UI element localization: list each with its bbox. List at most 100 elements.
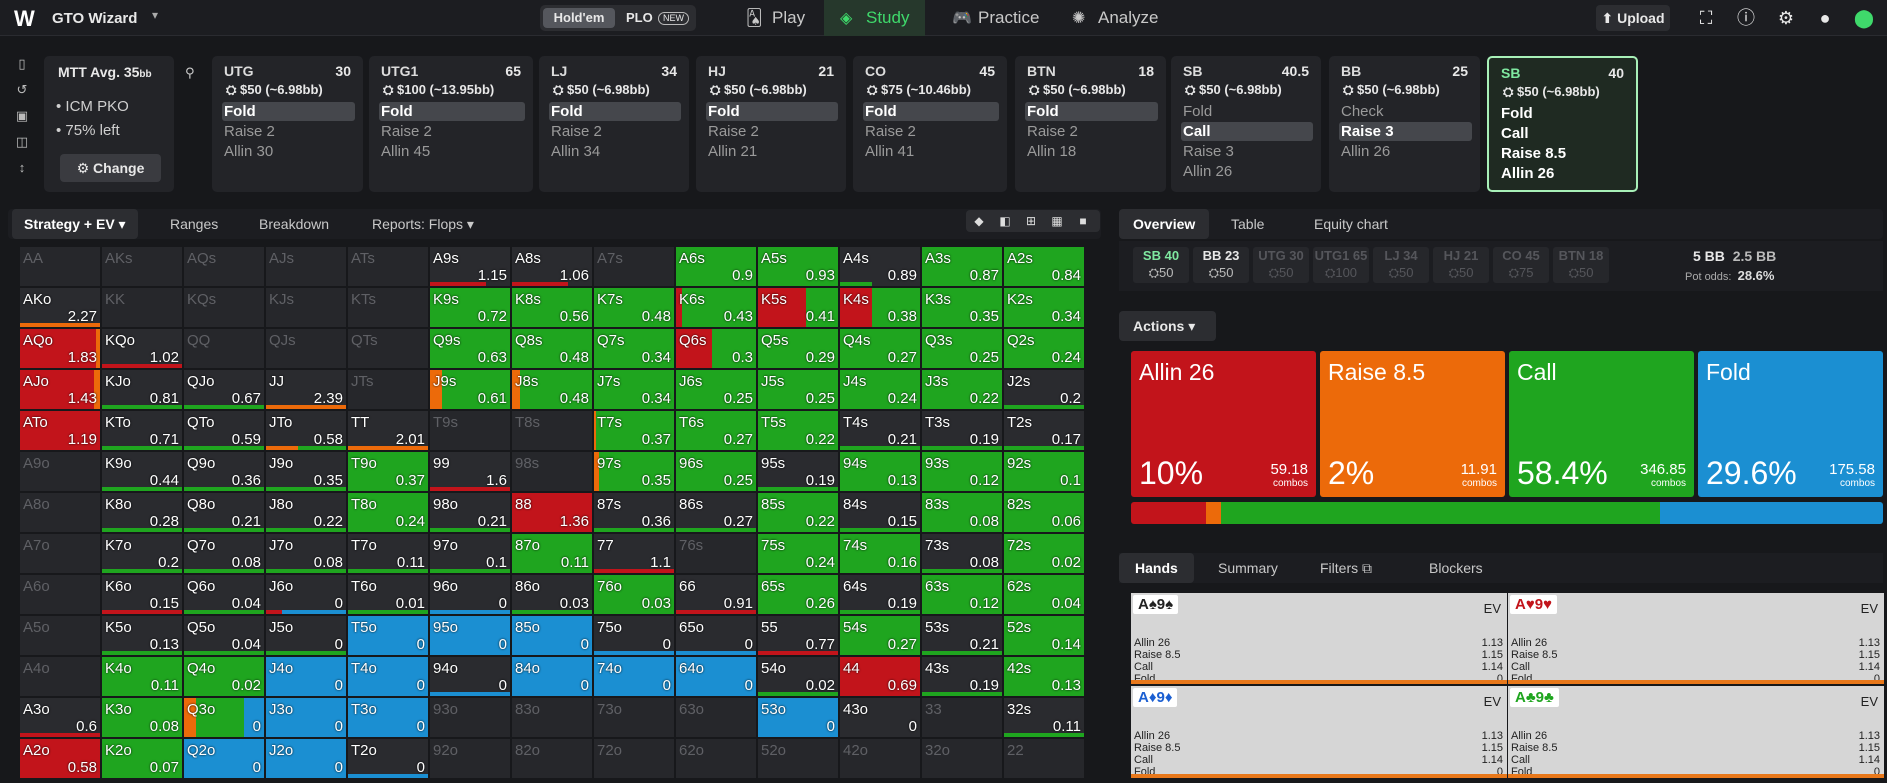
table-seat[interactable]: SB 40 ⛭50 — [1133, 247, 1189, 283]
hand-cell[interactable]: A9s 1.15 — [430, 247, 510, 286]
tab-blockers[interactable]: Blockers — [1429, 560, 1483, 576]
position-card-btn[interactable]: BTN 18 ⛭ $50 (~6.98bb) Fold Raise 2 Allin 18 — [1015, 56, 1166, 192]
hand-cell[interactable]: J2o 0 — [266, 739, 346, 778]
hand-cell[interactable]: AKo 2.27 — [20, 288, 100, 327]
hand-cell[interactable]: AJo 1.43 — [20, 370, 100, 409]
position-action[interactable]: Allin 45 — [381, 143, 431, 160]
hand-cell[interactable]: J4o 0 — [266, 657, 346, 696]
position-card-lj[interactable]: LJ 34 ⛭ $50 (~6.98bb) Fold Raise 2 Allin 34 — [539, 56, 689, 192]
tab-equity-chart[interactable]: Equity chart — [1314, 216, 1388, 232]
hand-cell[interactable]: Q7o 0.08 — [184, 534, 264, 573]
hand-cell[interactable]: 65s 0.26 — [758, 575, 838, 614]
position-card-utg1[interactable]: UTG1 65 ⛭ $100 (~13.95bb) Fold Raise 2 Allin … — [369, 56, 533, 192]
hand-cell[interactable]: 98s — [512, 452, 592, 491]
hand-cell[interactable]: T7s 0.37 — [594, 411, 674, 450]
hand-cell[interactable]: KJo 0.81 — [102, 370, 182, 409]
hand-cell[interactable]: 93o — [430, 698, 510, 737]
hand-cell[interactable]: T3o 0 — [348, 698, 428, 737]
position-card-bb[interactable]: BB 25 ⛭ $50 (~6.98bb) Check Raise 3 Allin 26 — [1329, 56, 1480, 192]
hand-cell[interactable]: JJ 2.39 — [266, 370, 346, 409]
position-action[interactable]: Allin 21 — [708, 143, 758, 160]
help-icon[interactable]: ⓘ — [1737, 8, 1755, 28]
hand-cell[interactable]: J7s 0.34 — [594, 370, 674, 409]
hand-cell[interactable]: 94o 0 — [430, 657, 510, 696]
hand-cell[interactable]: 83o — [512, 698, 592, 737]
position-action[interactable]: Call — [1501, 125, 1529, 142]
hand-cell[interactable]: J3s 0.22 — [922, 370, 1002, 409]
hand-cell[interactable]: 33 — [922, 698, 1002, 737]
hand-cell[interactable]: 85s 0.22 — [758, 493, 838, 532]
hand-cell[interactable]: Q8o 0.21 — [184, 493, 264, 532]
hand-cell[interactable]: T4s 0.21 — [840, 411, 920, 450]
position-action[interactable]: Raise 2 — [381, 123, 432, 140]
hand-cell[interactable]: 63o — [676, 698, 756, 737]
hand-cell[interactable]: Q2o 0 — [184, 739, 264, 778]
hand-cell[interactable]: 52s 0.14 — [1004, 616, 1084, 655]
hand-cell[interactable]: K3o 0.08 — [102, 698, 182, 737]
position-action[interactable]: Raise 3 — [1183, 143, 1234, 160]
hand-cell[interactable]: K5s 0.41 — [758, 288, 838, 327]
position-action[interactable]: Call — [1181, 122, 1313, 141]
hand-cell[interactable]: 83s 0.08 — [922, 493, 1002, 532]
position-action[interactable]: Allin 18 — [1027, 143, 1077, 160]
hand-cell[interactable]: K3s 0.35 — [922, 288, 1002, 327]
hand-cell[interactable]: J3o 0 — [266, 698, 346, 737]
nav-analyze[interactable]: ✺ Analyze — [1060, 0, 1170, 36]
hand-cell[interactable]: Q5s 0.29 — [758, 329, 838, 368]
hand-cell[interactable]: 94s 0.13 — [840, 452, 920, 491]
nav-study[interactable]: ◈ Study — [824, 0, 926, 36]
hand-cell[interactable]: KJs — [266, 288, 346, 327]
hand-cell[interactable]: 73o — [594, 698, 674, 737]
position-action[interactable]: Allin 41 — [865, 143, 915, 160]
hand-cell[interactable]: J4s 0.24 — [840, 370, 920, 409]
hand-cell[interactable]: T9o 0.37 — [348, 452, 428, 491]
hand-cell[interactable]: 97o 0.1 — [430, 534, 510, 573]
user-icon[interactable]: ● — [1819, 8, 1831, 28]
hand-cell[interactable]: J6o 0 — [266, 575, 346, 614]
hand-cell[interactable]: QQ — [184, 329, 264, 368]
upload-button[interactable]: ⬆ Upload — [1596, 5, 1670, 31]
hand-cell[interactable]: 52o — [758, 739, 838, 778]
hand-cell[interactable]: 93s 0.12 — [922, 452, 1002, 491]
hand-cell[interactable]: 76o 0.03 — [594, 575, 674, 614]
hand-cell[interactable]: 43s 0.19 — [922, 657, 1002, 696]
position-action[interactable]: Raise 2 — [1027, 123, 1078, 140]
tab-summary[interactable]: Summary — [1218, 560, 1278, 576]
hand-cell[interactable]: 64o 0 — [676, 657, 756, 696]
hand-cell[interactable]: QJo 0.67 — [184, 370, 264, 409]
hand-cell[interactable]: T6o 0.01 — [348, 575, 428, 614]
hand-cell[interactable]: J8s 0.48 — [512, 370, 592, 409]
actions-dropdown[interactable]: Actions ▾ — [1119, 311, 1216, 341]
table-seat[interactable]: UTG1 65 ⛭100 — [1313, 247, 1369, 283]
hand-cell[interactable]: AJs — [266, 247, 346, 286]
hand-cell[interactable]: T5s 0.22 — [758, 411, 838, 450]
position-action[interactable]: Allin 26 — [1341, 143, 1391, 160]
hand-cell[interactable]: T8o 0.24 — [348, 493, 428, 532]
hand-cell[interactable]: 66 0.91 — [676, 575, 756, 614]
hand-cell[interactable]: JTs — [348, 370, 428, 409]
hand-cell[interactable]: 95s 0.19 — [758, 452, 838, 491]
hand-cell[interactable]: K7o 0.2 — [102, 534, 182, 573]
hand-cell[interactable]: TT 2.01 — [348, 411, 428, 450]
hand-cell[interactable]: T8s — [512, 411, 592, 450]
hand-cell[interactable]: A9o — [20, 452, 100, 491]
hand-cell[interactable]: 92s 0.1 — [1004, 452, 1084, 491]
hand-cell[interactable]: Q8s 0.48 — [512, 329, 592, 368]
position-action[interactable]: Allin 34 — [551, 143, 601, 160]
hand-cell[interactable]: 84o 0 — [512, 657, 592, 696]
hand-cell[interactable]: A3s 0.87 — [922, 247, 1002, 286]
hand-cell[interactable]: 74s 0.16 — [840, 534, 920, 573]
view-contrast-icon[interactable]: ◧ — [999, 214, 1011, 228]
hand-cell[interactable]: K7s 0.48 — [594, 288, 674, 327]
hand-cell[interactable]: 32o — [922, 739, 1002, 778]
hand-cell[interactable]: J2s 0.2 — [1004, 370, 1084, 409]
position-action[interactable]: Check — [1341, 103, 1384, 120]
action-card[interactable]: Allin 26 10% 59.18 combos — [1131, 351, 1316, 497]
tab-filters[interactable]: Filters ⧉ — [1320, 553, 1372, 583]
tab-reports-flops[interactable]: Reports: Flops ▾ — [372, 216, 474, 232]
hand-cell[interactable]: 42o — [840, 739, 920, 778]
hand-cell[interactable]: AA — [20, 247, 100, 286]
hand-cell[interactable]: 63s 0.12 — [922, 575, 1002, 614]
position-action[interactable]: Fold — [222, 102, 355, 121]
table-seat[interactable]: BTN 18 ⛭50 — [1553, 247, 1609, 283]
